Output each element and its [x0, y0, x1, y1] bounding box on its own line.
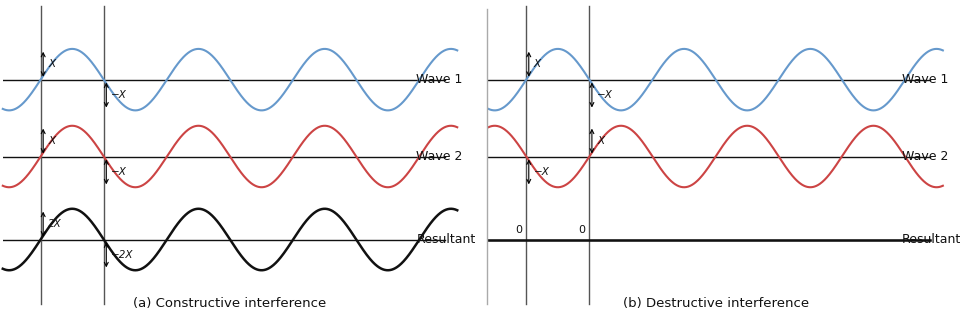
- Text: −X: −X: [111, 167, 128, 177]
- Text: Wave 1: Wave 1: [416, 73, 463, 86]
- Text: 0: 0: [579, 225, 585, 235]
- Text: X: X: [49, 136, 56, 146]
- Text: 2X: 2X: [49, 219, 62, 229]
- Text: Resultant: Resultant: [416, 233, 475, 246]
- Text: Wave 2: Wave 2: [902, 150, 949, 163]
- Text: Wave 1: Wave 1: [902, 73, 949, 86]
- Text: −X: −X: [597, 90, 613, 100]
- Text: Resultant: Resultant: [902, 233, 961, 246]
- Text: (b) Destructive interference: (b) Destructive interference: [622, 297, 808, 310]
- Text: 0: 0: [515, 225, 522, 235]
- Text: −X: −X: [111, 90, 128, 100]
- Text: (a) Constructive interference: (a) Constructive interference: [133, 297, 326, 310]
- Text: X: X: [49, 59, 56, 69]
- Text: X: X: [534, 59, 541, 69]
- Text: X: X: [597, 136, 604, 146]
- Text: −2X: −2X: [111, 250, 133, 260]
- Text: Wave 2: Wave 2: [416, 150, 463, 163]
- Text: −X: −X: [534, 167, 549, 177]
